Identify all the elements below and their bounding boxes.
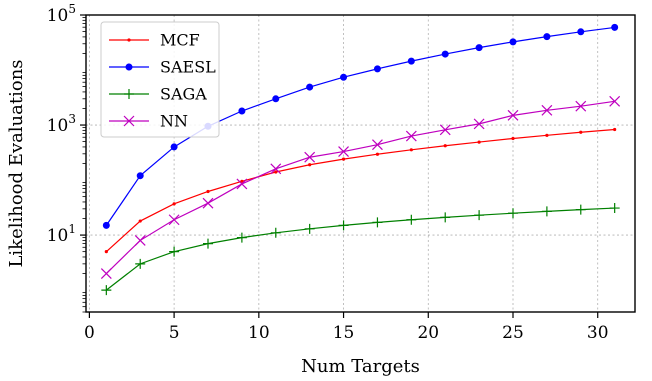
data-point-saga [135, 258, 146, 269]
y-tick-label: 105 [47, 2, 76, 26]
axes: 0 5 10 15 20 25 30 101 103 105 [47, 2, 609, 343]
legend-marker-saesl [125, 63, 133, 71]
data-point-saga [440, 212, 451, 223]
data-point-saesl [611, 23, 619, 31]
legend-label-saesl: SAESL [160, 58, 216, 77]
series-line-mcf [105, 128, 615, 253]
data-point-saesl [475, 44, 483, 52]
data-point-saga [169, 246, 180, 257]
data-point-nn [439, 124, 451, 136]
x-tick-label: 20 [417, 323, 439, 343]
data-point-nn [134, 234, 146, 246]
data-point-nn [270, 163, 282, 175]
data-point-mcf [477, 140, 481, 144]
data-point-mcf [104, 250, 108, 254]
series-line-saga [105, 207, 615, 291]
legend-marker-saga [124, 89, 134, 99]
data-point-saga [541, 206, 552, 217]
data-point-saga [203, 238, 213, 249]
x-axis-label: Num Targets [301, 356, 420, 377]
data-point-mcf [375, 152, 380, 156]
data-point-saesl [577, 28, 585, 36]
data-point-saesl [306, 83, 314, 91]
data-point-saesl [373, 65, 381, 73]
data-point-mcf [341, 157, 346, 161]
legend-label-saga: SAGA [160, 85, 207, 104]
data-point-saga [372, 217, 383, 228]
data-point-saesl [407, 57, 415, 65]
data-point-saga [338, 220, 349, 231]
data-point-nn [575, 100, 587, 112]
series-layer [100, 23, 621, 296]
data-point-saesl [170, 143, 178, 151]
data-point-nn [304, 151, 316, 163]
x-tick-label: 0 [84, 323, 95, 343]
data-point-mcf [409, 148, 413, 152]
data-point-nn [236, 178, 248, 190]
legend-label-mcf: MCF [160, 31, 200, 50]
data-point-nn [507, 109, 519, 121]
data-point-saesl [509, 38, 517, 46]
data-point-saga [101, 285, 112, 296]
data-point-saga [508, 208, 518, 219]
legend: MCF SAESL SAGA NN [100, 21, 220, 138]
legend-box [100, 21, 220, 138]
x-tick-label: 25 [502, 323, 524, 343]
data-point-nn [168, 214, 180, 226]
series-line-nn [105, 100, 615, 274]
data-point-saga [270, 227, 281, 238]
data-point-nn [473, 118, 485, 130]
data-point-nn [405, 130, 417, 142]
data-point-mcf [511, 136, 515, 141]
data-point-saga [304, 223, 315, 234]
data-point-saga [575, 204, 586, 215]
data-point-mcf [206, 189, 210, 194]
data-point-saesl [102, 221, 110, 229]
data-point-saga [609, 203, 620, 214]
data-point-mcf [274, 170, 278, 174]
data-point-mcf [240, 179, 244, 183]
data-point-nn [338, 146, 349, 157]
data-point-saesl [136, 172, 144, 180]
data-point-nn [100, 268, 112, 279]
data-point-mcf [138, 219, 142, 223]
data-point-mcf [579, 130, 583, 134]
data-point-mcf [308, 163, 312, 167]
legend-marker-nn [123, 115, 135, 127]
data-point-saesl [272, 95, 280, 103]
y-axis-label: Likelihood Evaluations [6, 59, 27, 267]
data-point-saesl [441, 50, 449, 58]
legend-marker-mcf [127, 38, 131, 42]
y-tick-label: 103 [47, 112, 76, 136]
x-tick-label: 15 [333, 323, 355, 343]
data-point-mcf [613, 127, 617, 132]
data-point-saesl [340, 73, 348, 81]
y-tick-label: 101 [47, 222, 76, 246]
data-point-saga [474, 210, 485, 221]
data-point-saga [236, 232, 247, 243]
legend-label-nn: NN [160, 112, 188, 131]
data-point-saesl [543, 33, 551, 41]
data-point-nn [609, 95, 621, 107]
data-point-nn [372, 139, 383, 151]
x-tick-label: 30 [587, 323, 609, 343]
x-tick-label: 10 [248, 323, 270, 343]
data-point-saga [406, 214, 417, 225]
x-tick-label: 5 [169, 323, 180, 343]
data-point-nn [541, 104, 553, 116]
data-point-mcf [172, 202, 176, 206]
data-point-saesl [238, 107, 246, 115]
data-point-mcf [443, 144, 447, 148]
data-point-nn [202, 197, 214, 209]
data-point-mcf [545, 133, 549, 137]
